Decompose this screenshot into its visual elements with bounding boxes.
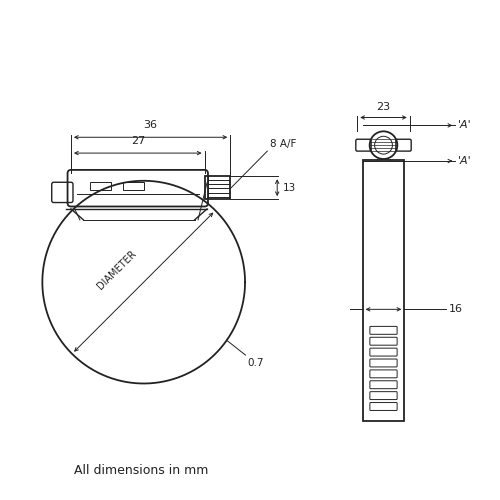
Text: 8 A/F: 8 A/F — [270, 138, 296, 148]
Text: All dimensions in mm: All dimensions in mm — [74, 464, 208, 476]
Text: 16: 16 — [449, 304, 463, 314]
Text: 'A': 'A' — [458, 156, 471, 166]
Text: 23: 23 — [376, 102, 390, 112]
Text: 27: 27 — [130, 136, 145, 146]
Bar — [123, 182, 144, 190]
Bar — [90, 182, 110, 190]
Text: 'A': 'A' — [458, 120, 471, 130]
Text: 0.7: 0.7 — [248, 358, 264, 368]
Bar — [204, 176, 230, 199]
Text: 36: 36 — [144, 120, 158, 130]
Text: DIAMETER: DIAMETER — [95, 248, 138, 291]
Text: 13: 13 — [283, 182, 296, 192]
Bar — [362, 160, 405, 420]
